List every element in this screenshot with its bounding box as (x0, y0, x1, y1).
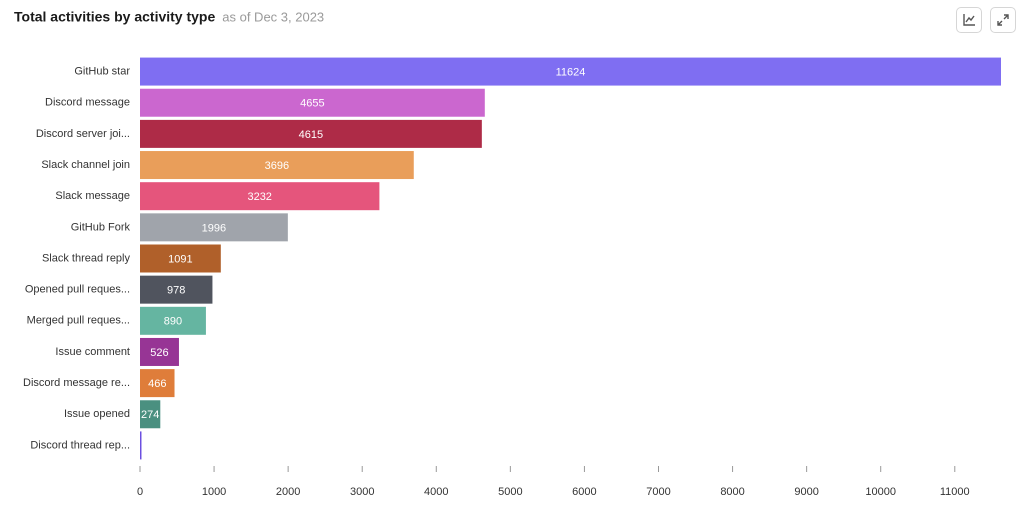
x-tick-label: 0 (137, 486, 143, 498)
value-label: 274 (141, 409, 159, 421)
x-tick-label: 7000 (646, 486, 670, 498)
x-tick-label: 2000 (276, 486, 300, 498)
value-label: 4655 (300, 98, 324, 110)
bar (140, 119, 482, 148)
y-tick-label: Issue comment (55, 346, 130, 358)
bar (140, 151, 414, 180)
expand-icon (997, 14, 1009, 26)
chart-type-button[interactable] (956, 7, 982, 33)
value-label: 526 (150, 347, 168, 359)
y-tick-label: Discord server joi... (36, 128, 130, 140)
x-tick-label: 3000 (350, 486, 374, 498)
bar (140, 400, 161, 429)
y-tick-label: Discord message re... (23, 377, 130, 389)
y-tick-label: Slack message (55, 190, 130, 202)
y-tick-label: Opened pull reques... (25, 284, 130, 296)
bar (140, 213, 288, 242)
x-tick-label: 10000 (865, 486, 896, 498)
value-label: 1996 (202, 222, 226, 234)
value-label: 11624 (556, 66, 586, 78)
value-label: 3696 (265, 160, 289, 172)
x-tick-label: 4000 (424, 486, 448, 498)
value-label: 890 (164, 316, 182, 328)
value-label: 1091 (168, 253, 192, 265)
x-tick-label: 1000 (202, 486, 226, 498)
y-tick-label: Slack thread reply (42, 252, 131, 264)
bar (140, 57, 1001, 86)
value-label: 4615 (299, 129, 323, 141)
y-tick-label: Merged pull reques... (27, 315, 130, 327)
bar (140, 244, 221, 273)
value-label: 3232 (247, 191, 271, 203)
bar (140, 431, 142, 460)
y-tick-label: Slack channel join (41, 159, 130, 171)
chart-subtitle: as of Dec 3, 2023 (222, 9, 324, 24)
bar (140, 369, 175, 398)
y-tick-label: GitHub Fork (71, 221, 131, 233)
bar (140, 182, 380, 211)
x-tick-label: 11000 (940, 486, 970, 498)
y-tick-label: Discord thread rep... (30, 439, 130, 451)
x-tick-label: 8000 (720, 486, 744, 498)
y-tick-label: Discord message (45, 97, 130, 109)
chart-icon (963, 14, 975, 26)
bar (140, 306, 206, 335)
value-label: 978 (167, 285, 185, 297)
x-tick-label: 9000 (794, 486, 818, 498)
bar (140, 275, 213, 304)
bar (140, 88, 485, 117)
value-label: 466 (148, 378, 166, 390)
bar (140, 337, 179, 366)
expand-button[interactable] (990, 7, 1016, 33)
x-tick-label: 6000 (572, 486, 596, 498)
chart-title: Total activities by activity type (14, 9, 215, 25)
x-tick-label: 5000 (498, 486, 522, 498)
y-tick-label: Issue opened (64, 408, 130, 420)
y-tick-label: GitHub star (74, 65, 130, 77)
